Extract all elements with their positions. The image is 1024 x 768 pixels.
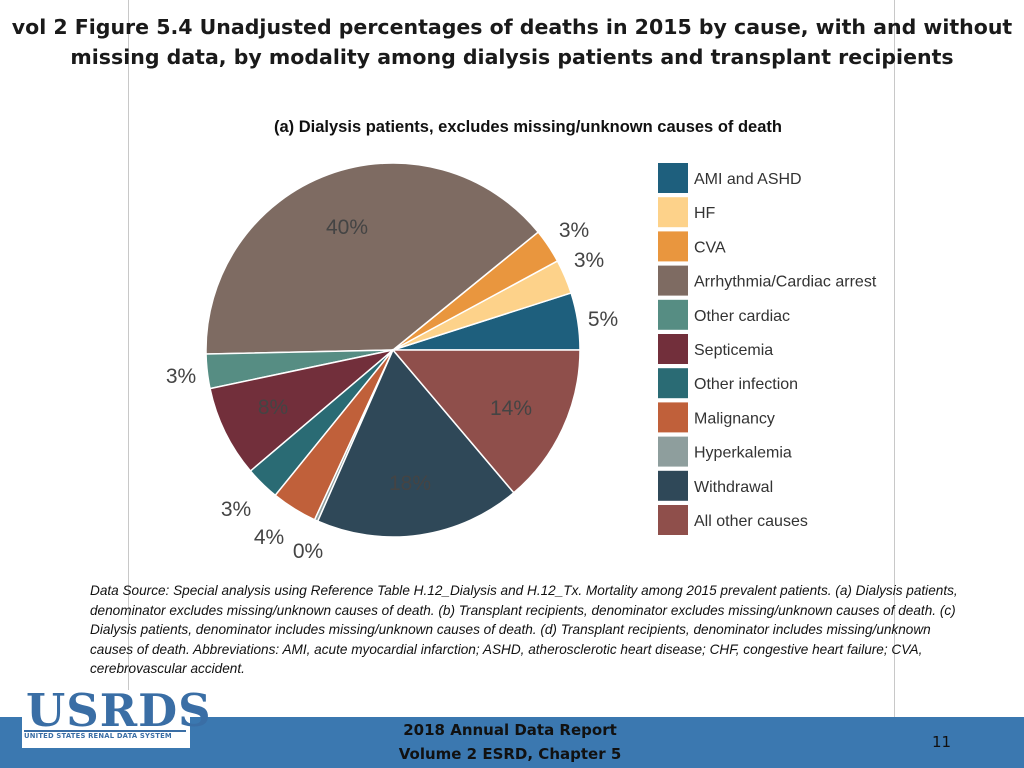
pie-slice-septicemia <box>209 349 394 473</box>
legend-swatch <box>658 334 688 364</box>
pie-slice-label: 4% <box>254 526 284 549</box>
footer-line-1: 2018 Annual Data Report <box>403 721 617 739</box>
page-number: 11 <box>932 733 952 751</box>
legend-swatch <box>658 368 688 399</box>
pie-slice-label: 0% <box>293 540 323 563</box>
legend-swatch <box>658 402 688 433</box>
legend-swatch <box>658 265 688 296</box>
pie-slice-label: 14% <box>490 397 532 420</box>
legend-swatch <box>658 163 688 193</box>
pie-slices <box>205 162 581 538</box>
pie-slice-withdrawal <box>316 348 515 538</box>
logo-text: USRDS <box>26 684 212 737</box>
chart-legend: AMI and ASHD HF CVA Arrhythmia/Cardiac arre… <box>658 163 877 535</box>
usrds-logo: USRDS UNITED STATES RENAL DATA SYSTEM <box>22 686 211 748</box>
legend-label: Arrhythmia/Cardiac arrest <box>694 274 877 291</box>
legend-label: All other causes <box>694 513 808 530</box>
pie-slice-label: 5% <box>588 308 618 331</box>
pie-slice-label: 3% <box>166 365 196 388</box>
legend-swatch <box>658 470 688 501</box>
logo-subtitle: UNITED STATES RENAL DATA SYSTEM <box>24 732 172 740</box>
footer-line-2: Volume 2 ESRD, Chapter 5 <box>398 745 622 763</box>
legend-label: HF <box>694 205 716 222</box>
legend-label: AMI and ASHD <box>694 171 802 188</box>
pie-slice-label: 3% <box>559 219 589 242</box>
legend-label: Other infection <box>694 376 798 393</box>
pie-slice-label: 8% <box>258 396 288 419</box>
legend-label: Withdrawal <box>694 479 773 496</box>
logo-underline <box>24 730 186 732</box>
pie-slice-labels: 5%3%3%40%3%8%3%4%0%18%14% <box>166 216 618 563</box>
legend-swatch <box>658 505 688 535</box>
legend-swatch <box>658 231 688 262</box>
legend-swatch <box>658 436 688 467</box>
legend-label: Septicemia <box>694 342 773 359</box>
pie-slice-all-other-causes <box>391 349 581 494</box>
slide-title: vol 2 Figure 5.4 Unadjusted percentages … <box>0 12 1024 72</box>
slide-title-line-2: missing data, by modality among dialysis… <box>70 45 954 69</box>
footer-report-info: 2018 Annual Data Report Volume 2 ESRD, C… <box>360 718 660 766</box>
pie-slice-label: 40% <box>326 216 368 239</box>
legend-label: Malignancy <box>694 410 775 427</box>
pie-slice-arrhythmia-cardiac-arrest <box>205 162 540 355</box>
data-source-note: Data Source: Special analysis using Refe… <box>90 583 958 676</box>
pie-chart: (a) Dialysis patients, excludes missing/… <box>166 118 877 563</box>
pie-slice-label: 3% <box>221 498 251 521</box>
legend-label: CVA <box>694 239 726 256</box>
legend-swatch <box>658 299 688 330</box>
legend-label: Other cardiac <box>694 308 790 325</box>
legend-label: Hyperkalemia <box>694 445 792 462</box>
pie-slice-label: 3% <box>574 249 604 272</box>
chart-title: (a) Dialysis patients, excludes missing/… <box>274 118 782 136</box>
slide-title-line-1: vol 2 Figure 5.4 Unadjusted percentages … <box>11 15 1013 39</box>
slide-guide-right <box>894 0 895 740</box>
pie-slice-label: 18% <box>389 472 431 495</box>
slide-guide-left <box>128 0 129 700</box>
legend-swatch <box>658 197 688 228</box>
